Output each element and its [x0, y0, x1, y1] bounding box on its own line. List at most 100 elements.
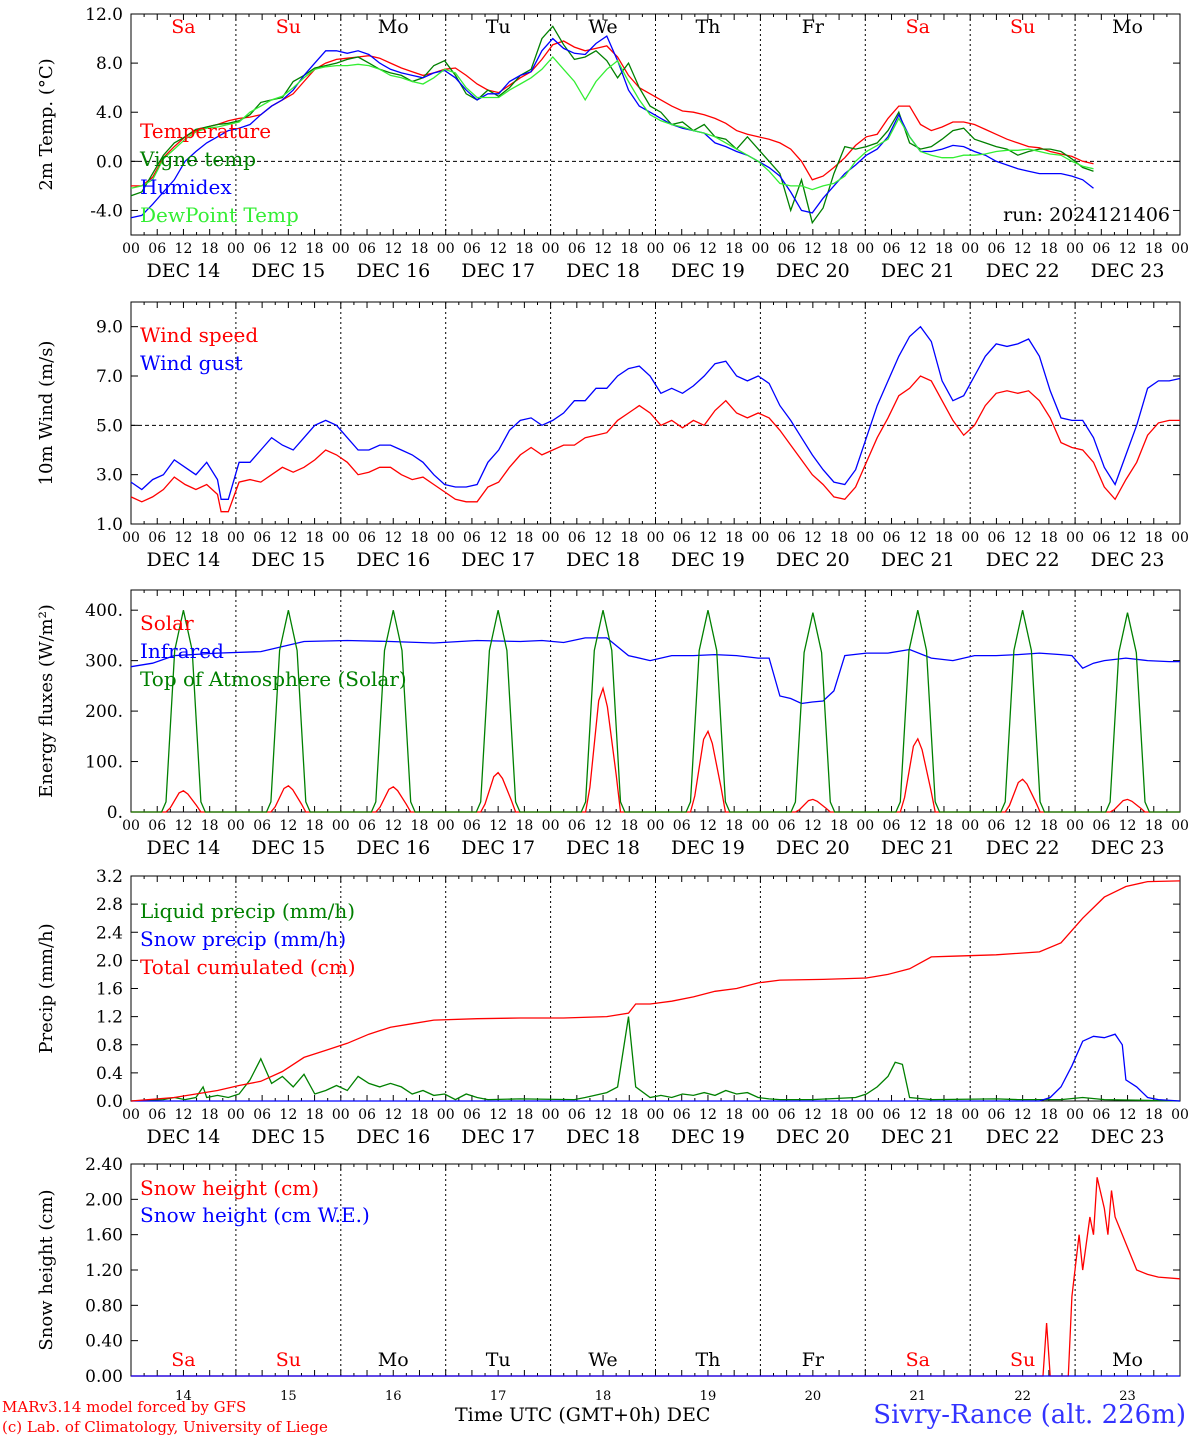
hour-tick-label: 06 — [988, 818, 1006, 834]
day-number-label: 19 — [700, 1389, 717, 1404]
hour-tick-label: 06 — [1092, 530, 1110, 546]
hour-tick-label: 18 — [1040, 241, 1058, 257]
hour-tick-label: 06 — [1092, 241, 1110, 257]
hour-tick-label: 18 — [306, 530, 324, 546]
hour-tick-label: 18 — [306, 241, 324, 257]
credit-line-1: MARv3.14 model forced by GFS — [2, 1398, 247, 1416]
hour-tick-label: 00 — [542, 818, 560, 834]
date-label: DEC 14 — [147, 1126, 221, 1148]
hour-tick-label: 18 — [1145, 1107, 1163, 1123]
date-label: DEC 20 — [776, 837, 850, 859]
date-label: DEC 19 — [671, 260, 745, 282]
hour-tick-label: 18 — [306, 1107, 324, 1123]
hour-tick-label: 00 — [961, 241, 979, 257]
legend-entry: Solar — [140, 611, 194, 635]
weekday-label: Th — [695, 16, 720, 38]
legend-entry: Liquid precip (mm/h) — [140, 899, 355, 923]
hour-tick-label: 06 — [253, 241, 271, 257]
y-tick-label: 200. — [85, 702, 123, 722]
date-label: DEC 17 — [461, 260, 535, 282]
y-tick-label: 5.0 — [96, 416, 123, 436]
hour-tick-label: 06 — [463, 818, 481, 834]
date-label: DEC 19 — [671, 549, 745, 571]
hour-tick-label: 18 — [515, 1107, 533, 1123]
hour-tick-label: 00 — [437, 818, 455, 834]
hour-tick-label: 00 — [856, 241, 874, 257]
hour-tick-label: 18 — [620, 818, 638, 834]
y-tick-label: 3.2 — [96, 867, 123, 887]
hour-tick-label: 12 — [699, 818, 717, 834]
y-tick-label: 3.0 — [96, 466, 123, 486]
hour-tick-label: 00 — [437, 241, 455, 257]
legend-entry: Humidex — [140, 175, 232, 199]
date-label: DEC 22 — [986, 1126, 1060, 1148]
weekday-label: We — [588, 16, 617, 38]
day-number-label: 14 — [175, 1389, 192, 1404]
hour-tick-label: 00 — [122, 818, 140, 834]
date-label: DEC 15 — [251, 1126, 325, 1148]
y-tick-label: 100. — [85, 753, 123, 773]
hour-tick-label: 00 — [751, 1107, 769, 1123]
hour-tick-label: 18 — [201, 818, 219, 834]
y-axis-label: Precip (mm/h) — [36, 923, 57, 1053]
weekday-label: Su — [1010, 1349, 1035, 1371]
date-label: DEC 15 — [251, 260, 325, 282]
y-tick-label: 0.8 — [96, 1036, 123, 1056]
hour-tick-label: 06 — [463, 241, 481, 257]
hour-tick-label: 18 — [411, 1107, 429, 1123]
date-label: DEC 17 — [461, 837, 535, 859]
hour-tick-label: 12 — [909, 241, 927, 257]
hour-tick-label: 18 — [515, 530, 533, 546]
hour-tick-label: 18 — [725, 1107, 743, 1123]
legend-entry: Wind speed — [140, 323, 258, 347]
weekday-label: Su — [1010, 16, 1035, 38]
hour-tick-label: 06 — [988, 1107, 1006, 1123]
hour-tick-label: 12 — [175, 530, 193, 546]
hour-tick-label: 00 — [542, 1107, 560, 1123]
hour-tick-label: 00 — [227, 818, 245, 834]
hour-tick-label: 12 — [1014, 1107, 1032, 1123]
day-number-label: 16 — [385, 1389, 402, 1404]
hour-tick-label: 12 — [699, 1107, 717, 1123]
date-label: DEC 14 — [147, 837, 221, 859]
hour-tick-label: 06 — [673, 1107, 691, 1123]
hour-tick-label: 12 — [594, 818, 612, 834]
date-label: DEC 19 — [671, 1126, 745, 1148]
hour-tick-label: 18 — [1040, 530, 1058, 546]
hour-tick-label: 00 — [1066, 1107, 1084, 1123]
hour-tick-label: 12 — [1014, 818, 1032, 834]
weekday-label: Mo — [378, 1349, 409, 1371]
hour-tick-label: 00 — [647, 818, 665, 834]
legend-entry: Total cumulated (cm) — [140, 955, 356, 979]
x-axis-label: Time UTC (GMT+0h) DEC — [455, 1404, 710, 1426]
y-tick-label: 0.4 — [96, 1064, 123, 1084]
weekday-label: Sa — [906, 16, 930, 38]
date-label: DEC 14 — [147, 549, 221, 571]
hour-tick-label: 06 — [988, 241, 1006, 257]
series-line-liquid-precip-mm-h- — [130, 1016, 1181, 1102]
hour-tick-label: 12 — [909, 530, 927, 546]
hour-tick-label: 18 — [306, 818, 324, 834]
date-label: DEC 14 — [147, 260, 221, 282]
hour-tick-label: 18 — [620, 241, 638, 257]
hour-tick-label: 00 — [122, 530, 140, 546]
time-axis-label: Time UTC (GMT+0h) — [455, 1404, 661, 1426]
hour-tick-label: 12 — [175, 241, 193, 257]
series-line-vigne-temp — [130, 25, 1094, 225]
date-label: DEC 21 — [881, 837, 955, 859]
hour-tick-label: 18 — [411, 241, 429, 257]
hour-tick-label: 12 — [1014, 530, 1032, 546]
date-label: DEC 18 — [566, 549, 640, 571]
y-tick-label: 12.0 — [85, 5, 123, 25]
hour-tick-label: 00 — [1171, 530, 1189, 546]
weekday-label: We — [588, 1349, 617, 1371]
hour-tick-label: 00 — [1171, 818, 1189, 834]
hour-tick-label: 06 — [673, 241, 691, 257]
y-tick-label: 8.0 — [96, 54, 123, 74]
weekday-label: Su — [276, 1349, 301, 1371]
y-tick-label: 1.2 — [96, 1008, 123, 1028]
hour-tick-label: 12 — [279, 241, 297, 257]
hour-tick-label: 00 — [647, 530, 665, 546]
hour-tick-label: 12 — [279, 1107, 297, 1123]
weekday-label: Su — [276, 16, 301, 38]
